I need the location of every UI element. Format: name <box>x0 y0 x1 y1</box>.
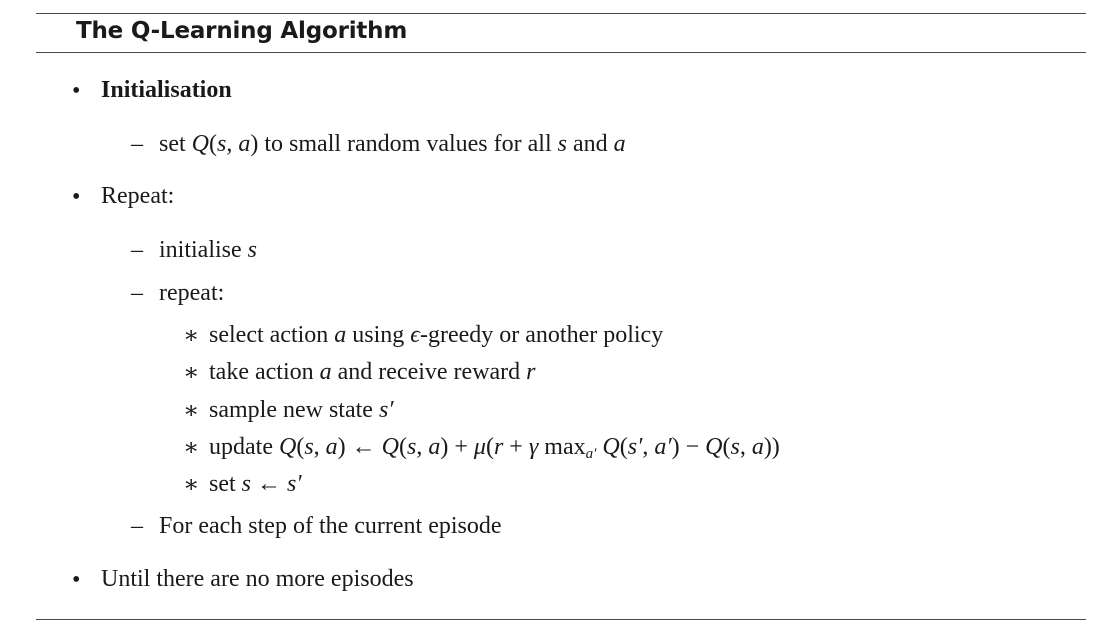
for-each-step: For each step of the current episode <box>159 513 502 539</box>
star-marker: ∗ <box>183 323 200 349</box>
star-marker: ∗ <box>183 398 200 424</box>
bullet-marker: • <box>72 567 81 593</box>
dash-marker: – <box>131 280 143 306</box>
bottom-rule <box>36 619 1086 620</box>
sample-step: sample new state s′ <box>209 397 394 423</box>
star-marker: ∗ <box>183 435 200 461</box>
set-step: set s ← s′ <box>209 471 302 497</box>
repeat-inner: repeat: <box>159 280 225 306</box>
dash-marker: – <box>131 131 143 157</box>
take-step: take action a and receive reward r <box>209 359 536 385</box>
dash-marker: – <box>131 513 143 539</box>
select-step: select action a using ϵ-greedy or anothe… <box>209 322 664 348</box>
init-heading: Initialisation <box>101 77 232 103</box>
update-step: update Q(s, a) ← Q(s, a) + μ(r + γ maxa′… <box>209 434 780 462</box>
initialise-step: initialise s <box>159 237 257 263</box>
bullet-marker: • <box>72 78 81 104</box>
star-marker: ∗ <box>183 472 200 498</box>
algorithm-title: The Q-Learning Algorithm <box>76 18 408 44</box>
dash-marker: – <box>131 237 143 263</box>
until-heading: Until there are no more episodes <box>101 566 414 592</box>
top-rule <box>36 13 1086 14</box>
repeat-heading: Repeat: <box>101 183 175 209</box>
bullet-marker: • <box>72 184 81 210</box>
init-step: set Q(s, a) to small random values for a… <box>159 131 626 157</box>
star-marker: ∗ <box>183 360 200 386</box>
title-rule <box>36 52 1086 53</box>
